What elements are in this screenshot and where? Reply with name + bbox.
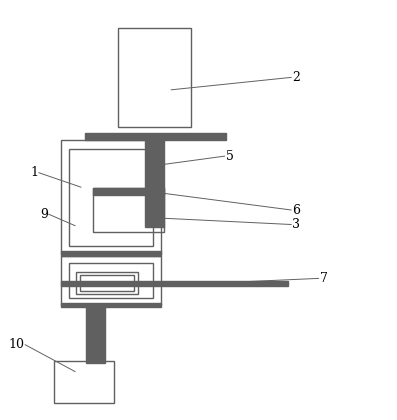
- Text: 7: 7: [320, 272, 328, 285]
- Text: 10: 10: [8, 338, 24, 351]
- Bar: [145, 140, 164, 226]
- Bar: [61, 140, 160, 254]
- Text: 6: 6: [293, 204, 301, 216]
- Text: 2: 2: [293, 71, 300, 84]
- Text: 3: 3: [293, 218, 301, 231]
- Bar: [118, 28, 191, 127]
- Bar: [69, 149, 153, 246]
- Bar: [80, 276, 134, 291]
- Bar: [86, 307, 104, 363]
- Bar: [54, 361, 114, 403]
- Bar: [61, 281, 288, 286]
- Bar: [93, 188, 164, 195]
- Bar: [61, 303, 160, 307]
- Text: 9: 9: [40, 207, 48, 220]
- Text: 1: 1: [30, 166, 38, 179]
- Bar: [85, 133, 226, 140]
- Bar: [61, 252, 160, 257]
- Text: 5: 5: [226, 150, 234, 163]
- Bar: [69, 262, 153, 298]
- Bar: [61, 256, 160, 305]
- Bar: [93, 188, 164, 231]
- Bar: [76, 272, 138, 294]
